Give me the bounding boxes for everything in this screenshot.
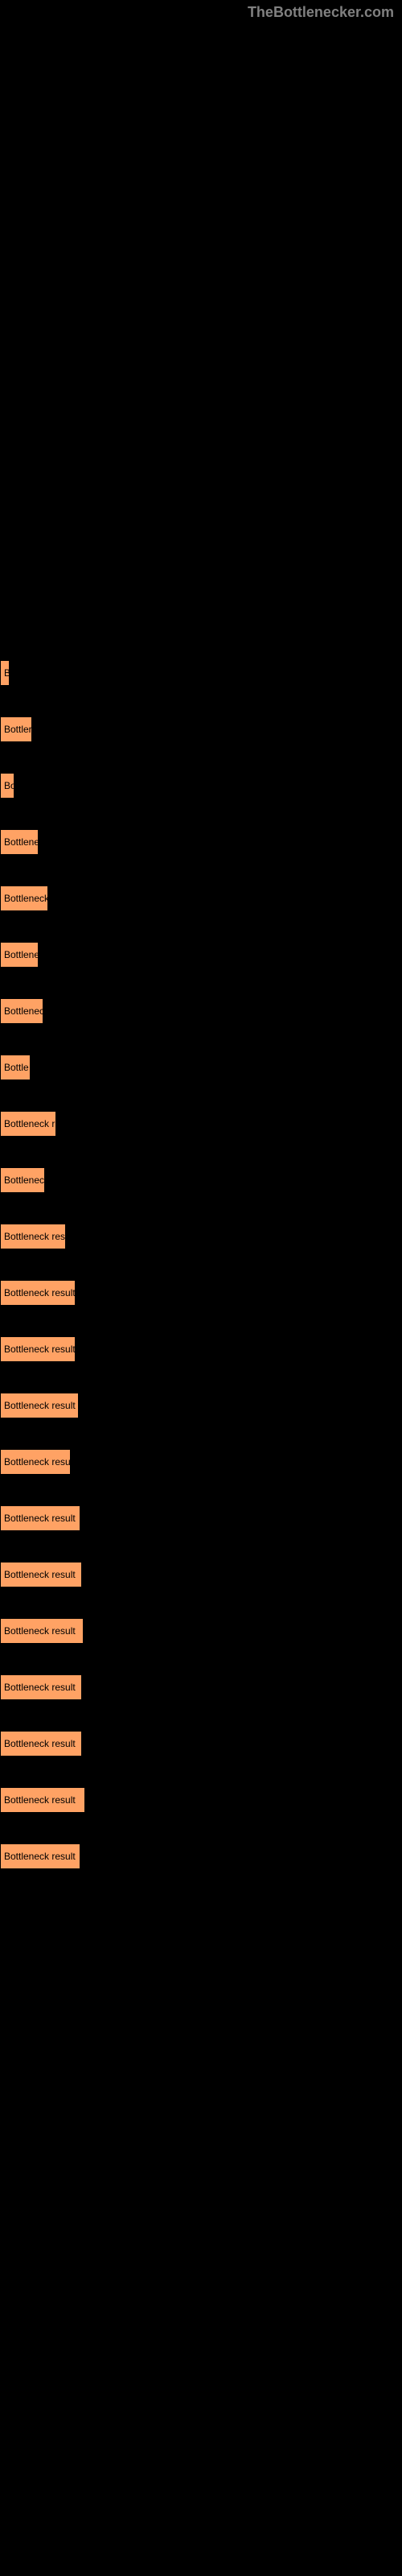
bar-row: Bottleneck result	[0, 1618, 402, 1644]
bar: Bottleneck result	[0, 1336, 76, 1362]
bar-row: Bottleneck result	[0, 1674, 402, 1700]
bar: Bottleneck result	[0, 1562, 82, 1587]
bar: Bottleneck result	[0, 1843, 80, 1869]
bar: Bottleneck result	[0, 1505, 80, 1531]
bar: Bottleneck result	[0, 1393, 79, 1418]
bar-row: Bottleneck result	[0, 1731, 402, 1757]
bar-row: Bottlenec	[0, 998, 402, 1024]
bar-row: Bottler	[0, 716, 402, 742]
watermark-text: TheBottlenecker.com	[248, 4, 394, 21]
bar: Bottleneck result	[0, 1731, 82, 1757]
bar-row: Bottleneck resu	[0, 1449, 402, 1475]
bar: Bottler	[0, 716, 32, 742]
bar-row: Bottleneck result	[0, 1562, 402, 1587]
bar: Bottlene	[0, 829, 39, 855]
bar-row: Bottleneck result	[0, 1843, 402, 1869]
bar: B	[0, 660, 10, 686]
bar: Bottleneck result	[0, 1618, 84, 1644]
bar: Bottlenec	[0, 1167, 45, 1193]
bar: Bottleneck result	[0, 1280, 76, 1306]
bar-row: Bottleneck result	[0, 1280, 402, 1306]
bar: Bottleneck result	[0, 1674, 82, 1700]
bar-row: Bottleneck result	[0, 1787, 402, 1813]
bar-row: Bottleneck result	[0, 1336, 402, 1362]
bar-row: Bottleneck resu	[0, 1224, 402, 1249]
bar-chart: B Bottler Bo Bottlene Bottleneck Bottlene Bott…	[0, 0, 402, 1869]
bar-row: Bottleneck result	[0, 1393, 402, 1418]
bar: Bottlene	[0, 942, 39, 968]
bar: Bottleneck resu	[0, 1224, 66, 1249]
bar-row: Bottleneck result	[0, 1505, 402, 1531]
bar-row: Bottleneck r	[0, 1111, 402, 1137]
bar-row: Bo	[0, 773, 402, 799]
bar-row: Bottlene	[0, 942, 402, 968]
bar-row: Bottleneck	[0, 886, 402, 911]
bar: Bottlenec	[0, 998, 43, 1024]
bar-row: Bottlenec	[0, 1167, 402, 1193]
bar-row: Bottlene	[0, 829, 402, 855]
bar-row: Bottle	[0, 1055, 402, 1080]
bar-row: B	[0, 660, 402, 686]
bar: Bo	[0, 773, 14, 799]
bar: Bottleneck result	[0, 1787, 85, 1813]
bar: Bottleneck resu	[0, 1449, 71, 1475]
bar: Bottle	[0, 1055, 31, 1080]
bar: Bottleneck	[0, 886, 48, 911]
bar: Bottleneck r	[0, 1111, 56, 1137]
